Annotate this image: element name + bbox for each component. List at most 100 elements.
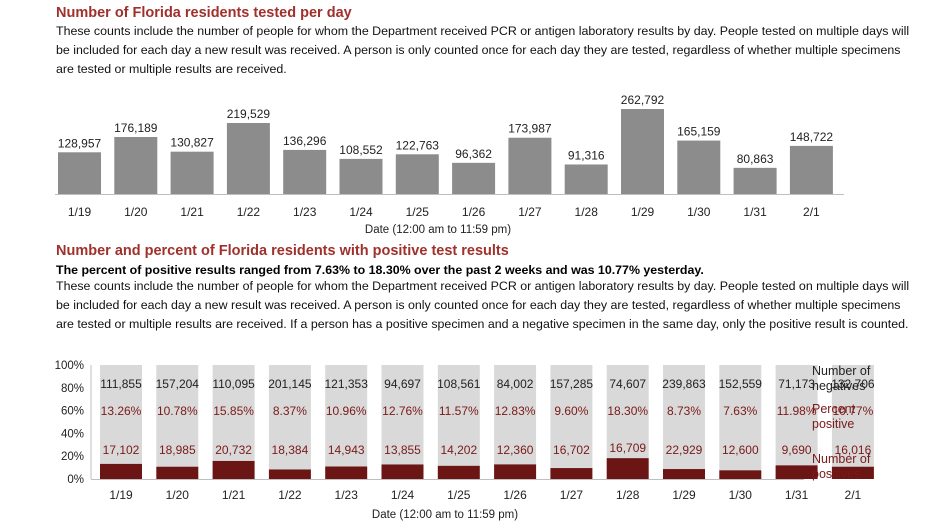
negative-bar-1/19 (100, 365, 142, 464)
value-label-1/29: 262,792 (621, 93, 665, 107)
positives-label-1/22: 18,384 (272, 443, 309, 457)
bar-1/30 (677, 140, 721, 194)
y-tick-40pct: 40% (61, 428, 84, 440)
percent-label-2/1: 10.77% (833, 404, 874, 418)
positive-bar-1/23 (325, 466, 368, 479)
negatives-label-1/20: 157,204 (156, 377, 200, 391)
positives-label-1/30: 12,600 (722, 443, 759, 457)
x-tick-1/28: 1/28 (575, 205, 599, 219)
x-tick-1/28: 1/28 (616, 488, 640, 502)
chart1-description: These counts include the number of peopl… (56, 24, 910, 76)
negative-bar-1/24 (381, 365, 424, 465)
value-label-1/31: 80,863 (737, 152, 774, 166)
negatives-label-1/27: 157,285 (550, 377, 594, 391)
positives-label-1/27: 16,702 (553, 443, 590, 457)
x-tick-1/31: 1/31 (785, 488, 809, 502)
x-tick-1/29: 1/29 (631, 205, 655, 219)
bar-1/25 (395, 154, 439, 194)
value-label-1/21: 130,827 (170, 136, 214, 150)
negative-bar-2/1 (831, 365, 874, 467)
negatives-label-1/24: 94,697 (384, 377, 421, 391)
bar-1/31 (733, 167, 777, 194)
negative-bar-1/27 (550, 365, 593, 469)
negative-bar-1/23 (325, 365, 368, 467)
y-tick-0pct: 0% (67, 474, 84, 486)
positive-bar-1/28 (606, 458, 649, 479)
positives-label-2/1: 16,016 (835, 443, 872, 457)
x-tick-2/1: 2/1 (845, 488, 862, 502)
positives-label-1/24: 13,855 (384, 443, 421, 457)
positive-bar-1/30 (719, 470, 762, 479)
negative-bar-1/21 (212, 365, 255, 461)
x-tick-1/26: 1/26 (462, 205, 486, 219)
value-label-1/30: 165,159 (677, 125, 721, 139)
chart2-title: Number and percent of Florida residents … (56, 243, 509, 259)
bar-1/27 (508, 137, 552, 194)
legend-percent-positive: Percent positive (812, 402, 856, 431)
negatives-label-1/25: 108,561 (437, 377, 481, 391)
bar-1/22 (226, 122, 270, 194)
legend-negatives: Number of negatives (812, 364, 871, 393)
x-tick-1/26: 1/26 (503, 488, 527, 502)
positive-bar-1/26 (494, 464, 537, 479)
x-tick-1/19: 1/19 (109, 488, 133, 502)
positive-bar-1/31 (775, 465, 818, 479)
positives-label-1/31: 9,690 (782, 443, 812, 457)
chart2-description: These counts include the number of peopl… (56, 279, 910, 331)
percent-label-1/21: 15.85% (213, 404, 254, 418)
negatives-label-1/22: 201,145 (268, 377, 312, 391)
positive-bar-1/25 (437, 465, 480, 479)
percent-label-1/20: 10.78% (157, 404, 198, 418)
positives-label-1/28: 16,709 (609, 441, 646, 455)
positive-bar-1/24 (381, 464, 424, 479)
legend-positives: Number of positives (812, 452, 871, 481)
x-tick-1/21: 1/21 (222, 488, 246, 502)
tests-per-day-chart: 128,957 1/19 176,189 1/20 130,827 1/21 219,529… (55, 93, 844, 236)
positive-bar-2/1 (831, 466, 874, 479)
chart2-highlight: The percent of positive results ranged f… (56, 263, 704, 277)
positives-label-1/26: 12,360 (497, 443, 534, 457)
percent-label-1/31: 11.98% (777, 404, 817, 418)
positive-bar-1/22 (268, 469, 311, 479)
percent-label-1/29: 8.73% (667, 404, 701, 418)
y-tick-80pct: 80% (61, 383, 84, 395)
positive-bar-1/29 (663, 469, 705, 479)
negative-bar-1/25 (437, 365, 480, 466)
x-tick-1/24: 1/24 (391, 488, 415, 502)
percent-label-1/28: 18.30% (607, 404, 648, 418)
y-tick-100pct: 100% (55, 360, 84, 372)
value-label-2/1: 148,722 (790, 130, 834, 144)
bar-1/28 (564, 164, 608, 194)
x-tick-2/1: 2/1 (803, 205, 820, 219)
y-tick-20pct: 20% (61, 451, 84, 463)
negatives-label-1/28: 74,607 (609, 377, 646, 391)
bar-1/26 (452, 162, 496, 194)
negative-bar-1/31 (775, 365, 818, 466)
negatives-label-1/26: 84,002 (497, 377, 534, 391)
value-label-1/28: 91,316 (568, 148, 605, 162)
bar-1/20 (114, 137, 158, 194)
percent-label-1/24: 12.76% (382, 404, 423, 418)
negative-bar-1/26 (494, 365, 537, 465)
bar-1/23 (283, 149, 327, 194)
x-axis-title: Date (12:00 am to 11:59 pm) (372, 509, 518, 521)
bar-1/21 (170, 151, 214, 194)
negative-bar-1/28 (606, 365, 649, 459)
value-label-1/27: 173,987 (508, 122, 552, 136)
x-tick-1/23: 1/23 (293, 205, 317, 219)
positives-label-1/23: 14,943 (328, 443, 365, 457)
positive-bar-1/27 (550, 468, 593, 479)
positive-bar-1/20 (156, 466, 199, 479)
x-tick-1/22: 1/22 (278, 488, 302, 502)
positives-label-1/19: 17,102 (103, 443, 140, 457)
y-tick-60pct: 60% (61, 406, 84, 418)
positives-label-1/20: 18,985 (159, 443, 196, 457)
negatives-label-1/30: 152,559 (719, 377, 763, 391)
bar-1/24 (339, 158, 383, 194)
value-label-1/26: 96,362 (455, 147, 492, 161)
percent-label-1/27: 9.60% (554, 404, 588, 418)
positives-label-1/29: 22,929 (666, 443, 703, 457)
negative-bar-1/29 (663, 365, 705, 470)
value-label-1/25: 122,763 (396, 138, 440, 152)
